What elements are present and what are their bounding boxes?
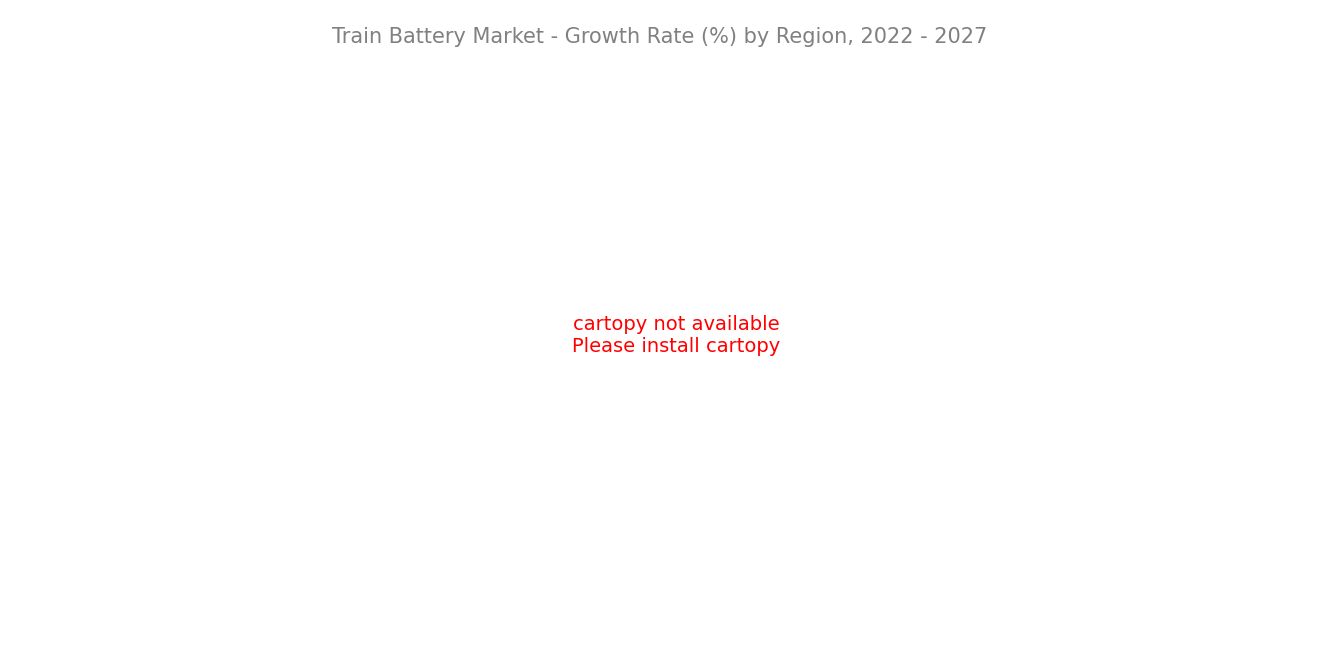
Text: Train Battery Market - Growth Rate (%) by Region, 2022 - 2027: Train Battery Market - Growth Rate (%) b…	[333, 27, 987, 47]
Text: cartopy not available
Please install cartopy: cartopy not available Please install car…	[573, 315, 780, 356]
